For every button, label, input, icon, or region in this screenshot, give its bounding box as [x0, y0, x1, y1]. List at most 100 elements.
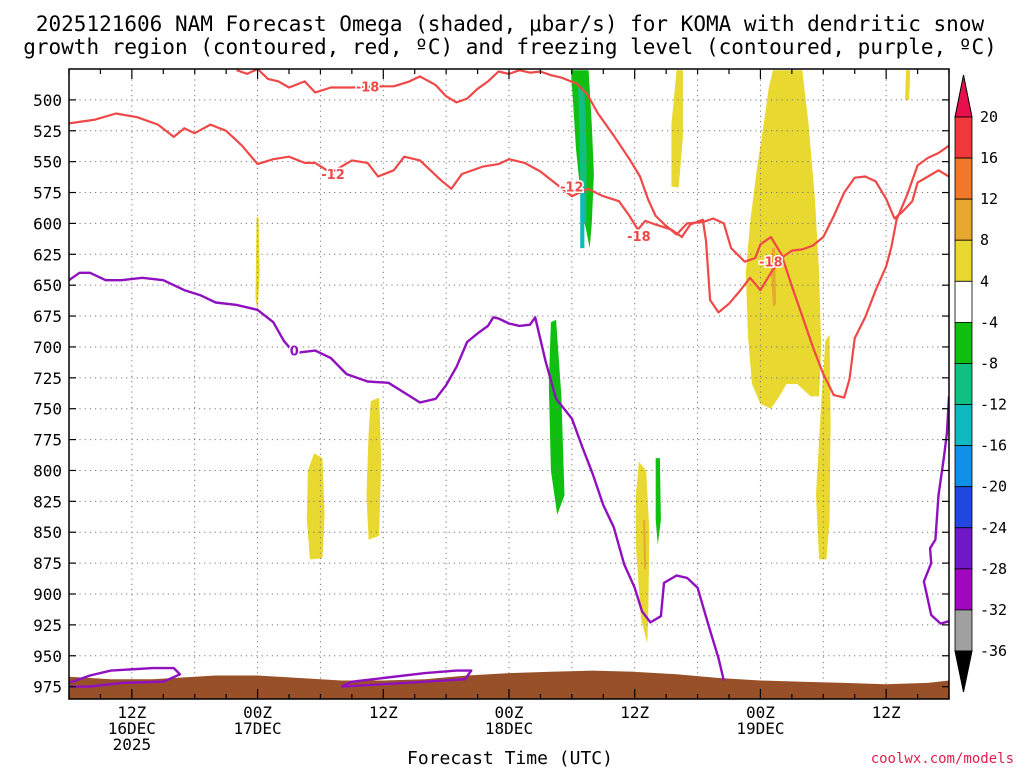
shade-blue-main-column	[580, 180, 585, 249]
colorbar-label-10: -24	[980, 519, 1007, 537]
x-tick-label-24-1: 00Z	[243, 703, 272, 722]
y-tick-label-650: 650	[33, 276, 62, 295]
contour-dgz-upper-right	[236, 69, 949, 399]
y-tick-label-875: 875	[33, 554, 62, 573]
y-tick-label-600: 600	[33, 214, 62, 233]
y-tick-label-725: 725	[33, 369, 62, 388]
colorbar-swatch-2	[954, 198, 973, 241]
x-tick-label-12-3: 2025	[113, 735, 152, 754]
y-tick-label-750: 750	[33, 400, 62, 419]
y-tick-label-500: 500	[33, 91, 62, 110]
y-tick-label-825: 825	[33, 492, 62, 511]
shade-orange-streak-19dec	[770, 248, 777, 308]
colorbar-label-11: -28	[980, 560, 1007, 578]
chart-title-line1: 2025121606 NAM Forecast Omega (shaded, μ…	[36, 12, 985, 36]
colorbar-label-3: 8	[980, 231, 989, 249]
y-tick-label-525: 525	[33, 122, 62, 141]
shade-teal-column-12z	[655, 458, 661, 545]
y-tick-label-575: 575	[33, 184, 62, 203]
contour-labels-layer: -18 -12 -12 -18 -18 0	[288, 79, 784, 361]
ground-layer	[69, 670, 949, 699]
y-tick-label-550: 550	[33, 153, 62, 172]
shade-yellow-top-12z	[671, 70, 683, 188]
shade-orange-streak-12z	[643, 519, 647, 570]
y-tick-label-950: 950	[33, 647, 62, 666]
shade-green-band-18dec-left	[538, 180, 585, 566]
colorbar-swatch-4	[954, 280, 973, 323]
y-tick-label-775: 775	[33, 431, 62, 450]
y-tick-label-625: 625	[33, 245, 62, 264]
y-tick-label-925: 925	[33, 616, 62, 635]
contour-label-2: -12	[560, 180, 584, 195]
x-axis-title: Forecast Time (UTC)	[407, 748, 613, 768]
colorbar-label-4: 4	[980, 272, 989, 290]
x-tick-label-48-1: 00Z	[495, 703, 524, 722]
shade-yellow-column-12z	[635, 461, 650, 644]
colorbar-label-9: -20	[980, 478, 1007, 496]
colorbar-label-6: -8	[980, 354, 998, 372]
y-tick-label-700: 700	[33, 338, 62, 357]
shade-green-column-mid	[614, 217, 629, 493]
colorbar-swatch-10	[954, 527, 973, 570]
colorbar-label-12: -32	[980, 601, 1007, 619]
shade-yellow-thin-17dec	[255, 217, 260, 313]
colorbar-label-7: -12	[980, 396, 1007, 414]
colorbar-label-0: 20	[980, 108, 998, 126]
shade-yellow-strip-right	[816, 334, 831, 560]
x-tick-label-24-2: 17DEC	[233, 719, 281, 738]
omega-shading-layer	[238, 70, 911, 644]
colorbar-label-5: -4	[980, 313, 998, 331]
contour-freezing-bottom-left	[69, 666, 182, 688]
ground-terrain	[69, 670, 949, 699]
y-tick-label-900: 900	[33, 585, 62, 604]
x-tick-label-60-1: 12Z	[620, 703, 649, 722]
shade-green-top-left-1	[238, 70, 245, 93]
y-tick-label-800: 800	[33, 461, 62, 480]
shade-yellow-blob-b	[366, 397, 382, 540]
colorbar-swatch-9	[954, 486, 973, 529]
chart-title-line2: growth region (contoured, red, ºC) and f…	[23, 35, 997, 59]
shade-yellow-blob-a	[306, 453, 325, 560]
colorbar-label-1: 16	[980, 149, 998, 167]
colorbar-top-arrow	[954, 74, 973, 118]
colorbar-swatch-7	[954, 404, 973, 447]
contour-label-0: -18	[356, 80, 380, 95]
contour-freezing-right	[922, 396, 949, 625]
shade-green-column-right	[630, 112, 654, 298]
x-tick-label-48-2: 18DEC	[485, 719, 533, 738]
x-tick-label-12-2: 16DEC	[108, 719, 156, 738]
colorbar-label-2: 12	[980, 190, 998, 208]
colorbar-swatch-6	[954, 363, 973, 405]
contour-label-4: -18	[759, 256, 783, 271]
colorbar-swatch-12	[954, 609, 973, 652]
shade-green-column-17dec	[246, 144, 254, 446]
colorbar-swatch-0	[954, 116, 973, 159]
y-axis: 500 525 550 575 600 625 650 675 700 725 750 775 800 8…	[33, 91, 949, 697]
contour-label-5: 0	[290, 345, 299, 360]
colorbar-swatch-8	[954, 445, 973, 488]
x-tick-label-36-1: 12Z	[369, 703, 398, 722]
x-tick-label-12-1: 12Z	[117, 703, 146, 722]
x-tick-label-72-1: 00Z	[746, 703, 775, 722]
contour-dgz-upper-left	[69, 112, 949, 314]
contour-freezing-main	[69, 271, 725, 681]
colorbar: 20 16 12 8 4 -4 -8 -12 -16 -20 -24 -28 -32 -36	[954, 74, 1007, 693]
colorbar-swatch-3	[954, 239, 973, 282]
colorbar-bottom-arrow	[954, 650, 973, 693]
shade-yellow-top-right	[905, 70, 911, 100]
colorbar-swatch-5	[954, 321, 973, 364]
shade-green-top-left-2	[256, 70, 264, 115]
x-tick-label-84-1: 12Z	[872, 703, 901, 722]
y-tick-label-850: 850	[33, 523, 62, 542]
colorbar-swatch-11	[954, 568, 973, 611]
y-tick-label-975: 975	[33, 678, 62, 697]
shade-teal-18dec-left	[548, 319, 565, 515]
contour-label-3: -18	[627, 230, 651, 245]
x-tick-label-72-2: 19DEC	[736, 719, 784, 738]
contour-freezing-bottom-mid	[340, 669, 473, 688]
colorbar-label-13: -36	[980, 642, 1007, 660]
shade-yellow-big-19dec	[745, 70, 822, 409]
colorbar-swatch-1	[954, 157, 973, 200]
